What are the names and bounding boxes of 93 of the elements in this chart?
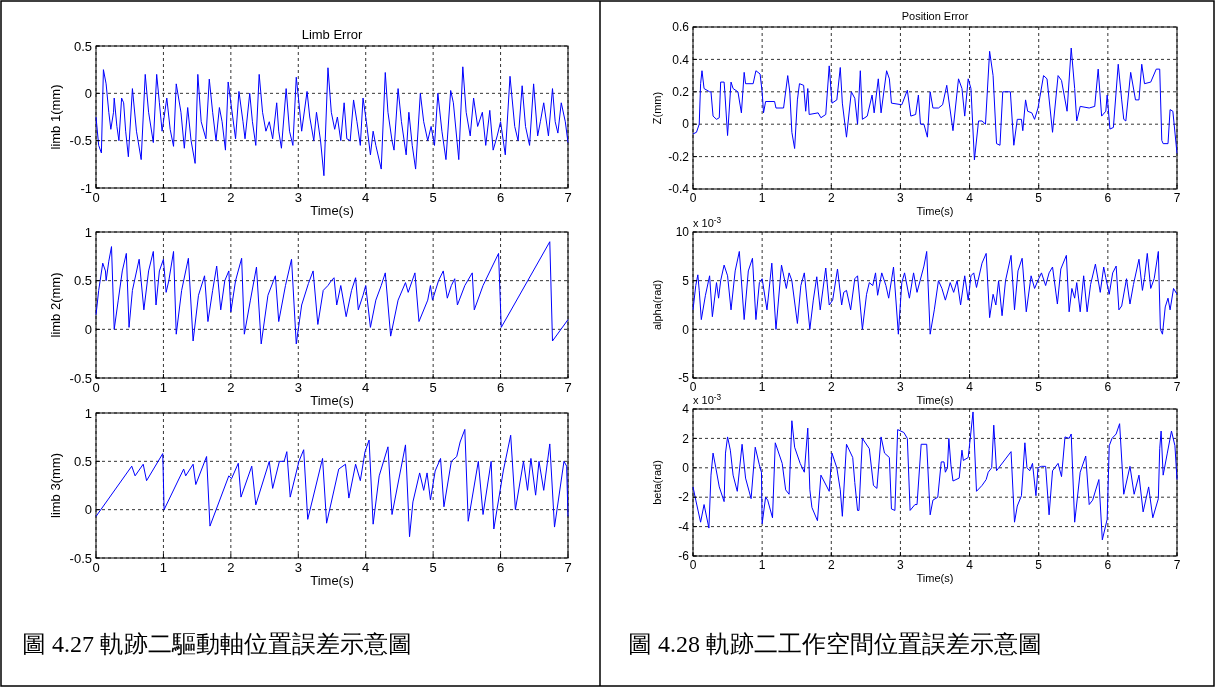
y-tick-label: -0.5 bbox=[69, 370, 92, 386]
y-tick-label: 4 bbox=[682, 402, 690, 417]
y-tick-label: 10 bbox=[675, 225, 690, 240]
chart-title: Limb Error bbox=[301, 27, 363, 42]
x-tick-label: 1 bbox=[758, 380, 766, 394]
x-tick-label: 5 bbox=[429, 380, 437, 395]
x-tick-label: 3 bbox=[294, 560, 302, 575]
x-tick-label: 4 bbox=[966, 191, 974, 205]
y-tick-label: 0 bbox=[84, 321, 92, 337]
x-tick-label: 3 bbox=[897, 380, 905, 394]
y-tick-label: 0.5 bbox=[73, 38, 92, 54]
caption: 圖 4.28 軌跡二工作空間位置誤差示意圖 bbox=[628, 631, 1042, 657]
y-tick-label: 0 bbox=[84, 502, 92, 518]
y-tick-label: 0.2 bbox=[672, 85, 690, 99]
x-axis-title: Time(s) bbox=[310, 203, 354, 218]
x-tick-label: 6 bbox=[1104, 191, 1112, 205]
x-tick-label: 6 bbox=[496, 190, 505, 205]
y-axis-title: alpha(rad) bbox=[651, 279, 663, 331]
x-axis-title: Time(s) bbox=[310, 393, 354, 408]
y-tick-label: -0.5 bbox=[69, 133, 92, 149]
x-axis-title: Time(s) bbox=[916, 205, 954, 217]
y-tick-label: 1 bbox=[84, 224, 92, 240]
y-tick-label: -6 bbox=[678, 549, 690, 564]
y-tick-label: 0.5 bbox=[73, 453, 92, 469]
x-tick-label: 2 bbox=[227, 380, 235, 395]
x-tick-label: 6 bbox=[1104, 558, 1112, 572]
text: x 10$^{-3}$ bbox=[693, 215, 722, 229]
x-tick-label: 7 bbox=[1173, 380, 1181, 394]
x-tick-label: 3 bbox=[294, 380, 302, 395]
x-tick-label: 5 bbox=[429, 560, 437, 575]
y-axis-title: limb 2(mm) bbox=[48, 272, 63, 338]
y-tick-label: 0 bbox=[682, 322, 690, 337]
y-axis-title: Z(mm) bbox=[651, 91, 663, 125]
caption: 圖 4.27 軌跡二驅動軸位置誤差示意圖 bbox=[22, 631, 412, 657]
text: x 10$^{-3}$ bbox=[693, 392, 722, 406]
x-tick-label: 7 bbox=[1173, 558, 1181, 572]
line-series bbox=[95, 241, 569, 345]
y-tick-label: 0.4 bbox=[672, 52, 690, 67]
y-axis-title: beta(rad) bbox=[651, 460, 663, 505]
y-tick-label: 0.6 bbox=[672, 20, 690, 35]
x-tick-label: 2 bbox=[827, 380, 835, 394]
line-series bbox=[95, 428, 569, 538]
x-tick-label: 3 bbox=[294, 190, 302, 205]
x-tick-label: 5 bbox=[1035, 380, 1043, 394]
y-tick-label: 0 bbox=[84, 85, 92, 101]
y-tick-label: 0 bbox=[682, 117, 690, 132]
x-axis-title: Time(s) bbox=[916, 394, 954, 406]
y-tick-label: 5 bbox=[682, 273, 690, 288]
x-tick-label: 4 bbox=[362, 380, 370, 395]
x-tick-label: 6 bbox=[1104, 380, 1112, 394]
line-series bbox=[95, 66, 569, 177]
x-tick-label: 7 bbox=[1173, 191, 1181, 205]
x-axis-title: Time(s) bbox=[916, 572, 954, 584]
y-tick-label: -0.5 bbox=[69, 550, 92, 566]
x-tick-label: 4 bbox=[966, 380, 974, 394]
x-tick-label: 2 bbox=[827, 558, 835, 572]
y-axis-title: limb 1(mm) bbox=[48, 84, 63, 150]
y-tick-label: -0.4 bbox=[668, 182, 690, 197]
y-tick-label: 1 bbox=[84, 405, 92, 421]
y-tick-label: -1 bbox=[80, 180, 92, 196]
y-tick-label: 2 bbox=[682, 431, 690, 446]
x-tick-label: 2 bbox=[827, 191, 835, 205]
y-tick-label: 0.5 bbox=[73, 273, 92, 289]
x-tick-label: 5 bbox=[1035, 558, 1043, 572]
y-tick-label: 0 bbox=[682, 461, 690, 475]
x-tick-label: 4 bbox=[362, 560, 370, 575]
x-tick-label: 5 bbox=[1035, 191, 1043, 205]
line-series bbox=[692, 250, 1178, 335]
line-series bbox=[692, 47, 1178, 161]
y-tick-label: -0.2 bbox=[668, 149, 690, 164]
x-tick-label: 7 bbox=[564, 380, 572, 395]
x-tick-label: 5 bbox=[429, 190, 437, 205]
chart-title: Position Error bbox=[901, 10, 969, 22]
x-tick-label: 1 bbox=[758, 558, 766, 572]
x-tick-label: 7 bbox=[564, 190, 572, 205]
y-tick-label: -5 bbox=[678, 371, 690, 386]
x-tick-label: 1 bbox=[159, 560, 168, 575]
x-tick-label: 6 bbox=[496, 380, 505, 395]
x-axis-title: Time(s) bbox=[310, 573, 354, 588]
y-tick-label: -2 bbox=[678, 490, 690, 505]
x-tick-label: 4 bbox=[362, 190, 370, 205]
x-tick-label: 1 bbox=[159, 380, 168, 395]
x-tick-label: 3 bbox=[897, 558, 905, 572]
x-tick-label: 4 bbox=[966, 558, 974, 572]
y-tick-label: -4 bbox=[678, 519, 690, 534]
x-tick-label: 2 bbox=[227, 190, 235, 205]
x-tick-label: 6 bbox=[496, 560, 505, 575]
x-tick-label: 7 bbox=[564, 560, 572, 575]
x-tick-label: 1 bbox=[758, 191, 766, 205]
y-axis-title: limb 3(mm) bbox=[48, 453, 63, 518]
x-tick-label: 1 bbox=[159, 190, 168, 205]
x-tick-label: 2 bbox=[227, 560, 235, 575]
x-tick-label: 3 bbox=[897, 191, 905, 205]
